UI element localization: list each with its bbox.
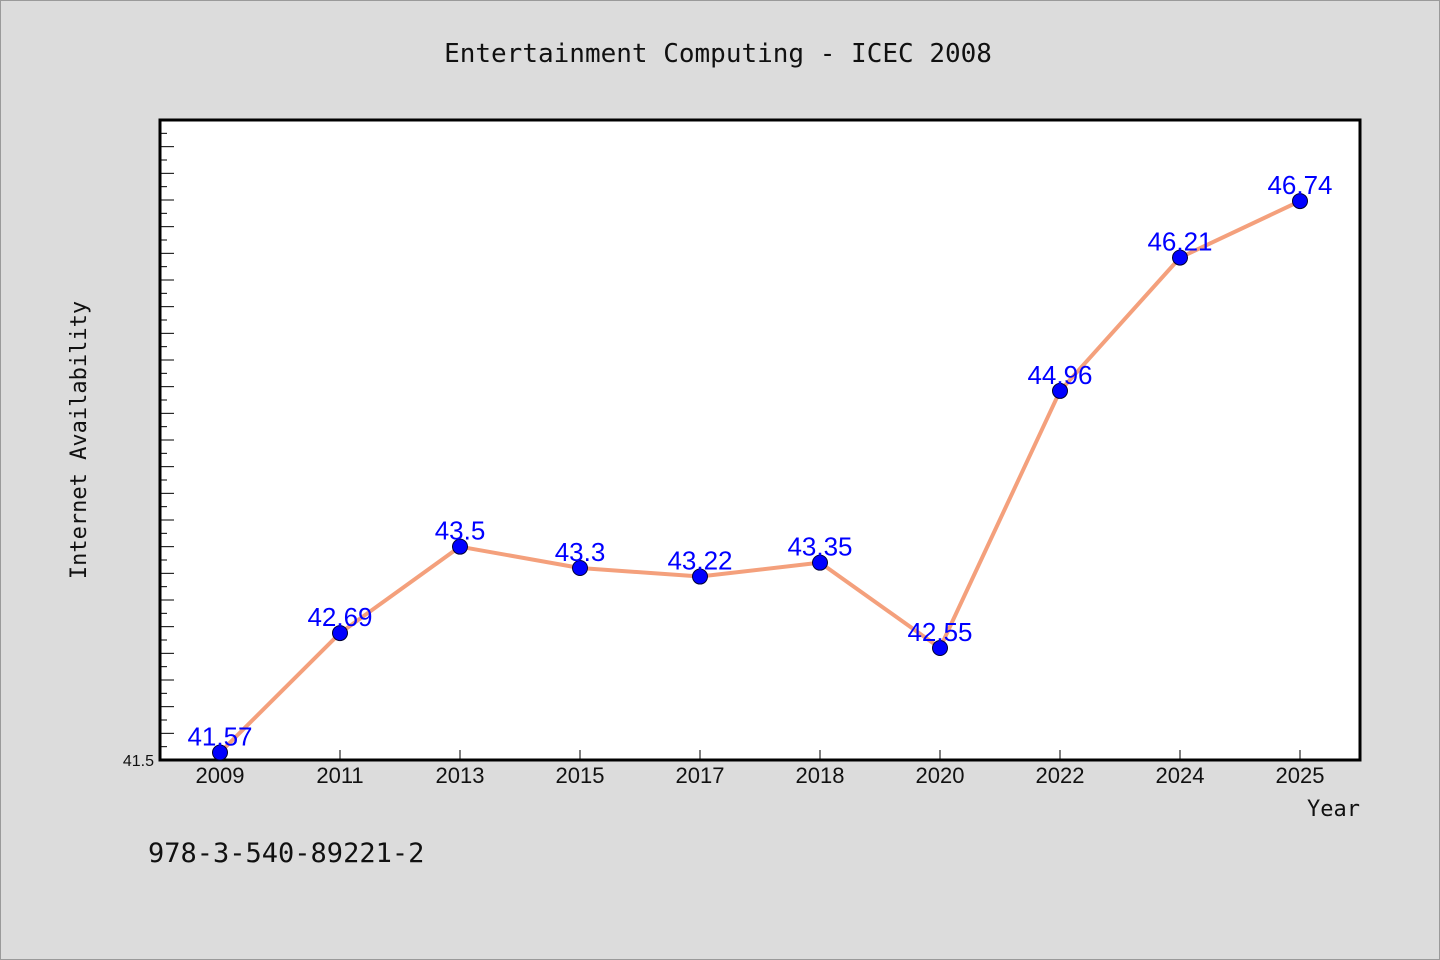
data-point bbox=[1292, 193, 1308, 210]
y-axis-label: Internet Availability bbox=[67, 301, 92, 579]
y-minor-ticks bbox=[160, 119, 174, 761]
x-tick-label: 2015 bbox=[556, 763, 605, 788]
x-tick-label: 2024 bbox=[1156, 763, 1205, 788]
x-tick-labels: 2009 2011 2013 2015 2017 2018 2020 2022 2024 2025 bbox=[196, 763, 1325, 788]
series-line bbox=[218, 199, 1301, 754]
x-tick-label: 2011 bbox=[316, 763, 363, 788]
x-ticks bbox=[219, 750, 1301, 760]
data-labels: 41.57 42.69 43.5 43.3 43.22 43.35 42.55 44.96 46… bbox=[187, 170, 1332, 751]
data-point bbox=[1172, 249, 1188, 266]
x-tick-label: 2013 bbox=[436, 763, 485, 788]
data-label: 44.96 bbox=[1027, 360, 1092, 390]
data-point bbox=[452, 538, 468, 555]
x-axis-label: Year bbox=[1307, 797, 1360, 822]
x-tick-label: 2009 bbox=[196, 763, 245, 788]
data-markers bbox=[212, 193, 1308, 761]
x-tick-label: 2017 bbox=[676, 763, 725, 788]
data-label: 46.74 bbox=[1267, 170, 1332, 200]
plot-area bbox=[158, 118, 1362, 762]
data-label: 46.21 bbox=[1147, 227, 1212, 257]
data-point bbox=[332, 625, 348, 642]
y-tick-labels: 41.5 bbox=[123, 753, 154, 770]
x-tick-label: 2018 bbox=[796, 763, 845, 788]
data-point bbox=[932, 640, 948, 656]
x-tick-label: 2020 bbox=[916, 763, 965, 788]
data-point bbox=[812, 554, 828, 571]
data-point bbox=[212, 744, 228, 761]
data-point bbox=[1052, 382, 1068, 399]
x-tick-label: 2025 bbox=[1276, 763, 1325, 788]
data-label: 42.55 bbox=[907, 617, 972, 647]
data-label: 43.22 bbox=[667, 546, 732, 576]
data-label: 43.5 bbox=[435, 516, 486, 546]
data-point bbox=[692, 568, 708, 585]
data-point bbox=[572, 560, 588, 576]
isbn-footnote: 978-3-540-89221-2 bbox=[148, 838, 424, 869]
data-label: 41.57 bbox=[187, 722, 252, 752]
x-tick-label: 2022 bbox=[1036, 763, 1085, 788]
chart-title: Entertainment Computing - ICEC 2008 bbox=[444, 39, 992, 69]
y-tick-label: 41.5 bbox=[123, 753, 154, 770]
data-label: 43.35 bbox=[787, 532, 852, 562]
data-label: 43.3 bbox=[555, 537, 606, 567]
data-label: 42.69 bbox=[307, 602, 372, 632]
